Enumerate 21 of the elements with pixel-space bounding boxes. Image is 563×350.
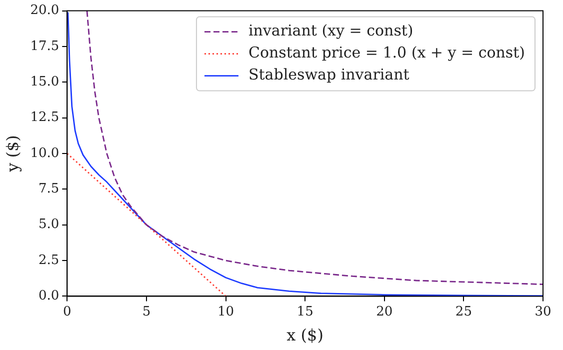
legend-label: invariant (xy = const) — [248, 22, 414, 40]
y-tick-label: 10.0 — [30, 146, 60, 161]
legend-label: Stableswap invariant — [248, 66, 410, 84]
x-tick-label: 20 — [376, 304, 393, 320]
x-tick-label: 5 — [142, 304, 151, 320]
y-tick-label: 15.0 — [30, 74, 60, 90]
y-tick-label: 12.5 — [30, 110, 60, 126]
y-tick-label: 17.5 — [30, 38, 60, 54]
legend-label: Constant price = 1.0 (x + y = const) — [248, 44, 526, 62]
y-tick-label: 0.0 — [38, 288, 60, 304]
y-tick-label: 20.0 — [30, 3, 60, 18]
x-tick-label: 15 — [296, 304, 314, 320]
x-tick-label: 25 — [455, 304, 472, 320]
x-tick-label: 30 — [534, 304, 552, 320]
x-axis-title: x ($) — [286, 326, 324, 345]
y-tick-label: 2.5 — [38, 252, 60, 268]
x-tick-label: 10 — [217, 304, 234, 320]
y-tick-label: 5.0 — [38, 217, 60, 232]
y-tick-label: 7.5 — [38, 182, 60, 197]
x-tick-label: 0 — [63, 304, 72, 320]
y-axis-title: y ($) — [2, 135, 22, 173]
